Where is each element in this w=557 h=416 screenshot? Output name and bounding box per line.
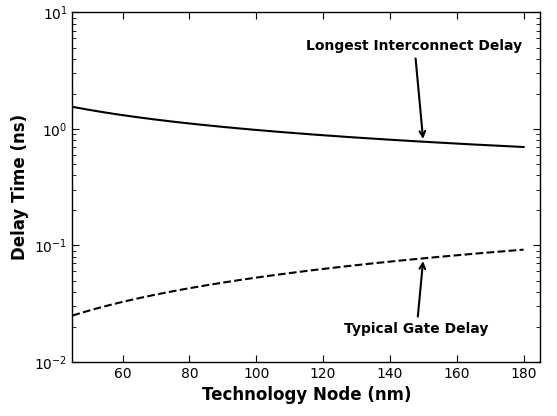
Text: Longest Interconnect Delay: Longest Interconnect Delay — [306, 39, 522, 136]
X-axis label: Technology Node (nm): Technology Node (nm) — [202, 386, 411, 404]
Text: Typical Gate Delay: Typical Gate Delay — [344, 263, 489, 336]
Y-axis label: Delay Time (ns): Delay Time (ns) — [11, 114, 29, 260]
